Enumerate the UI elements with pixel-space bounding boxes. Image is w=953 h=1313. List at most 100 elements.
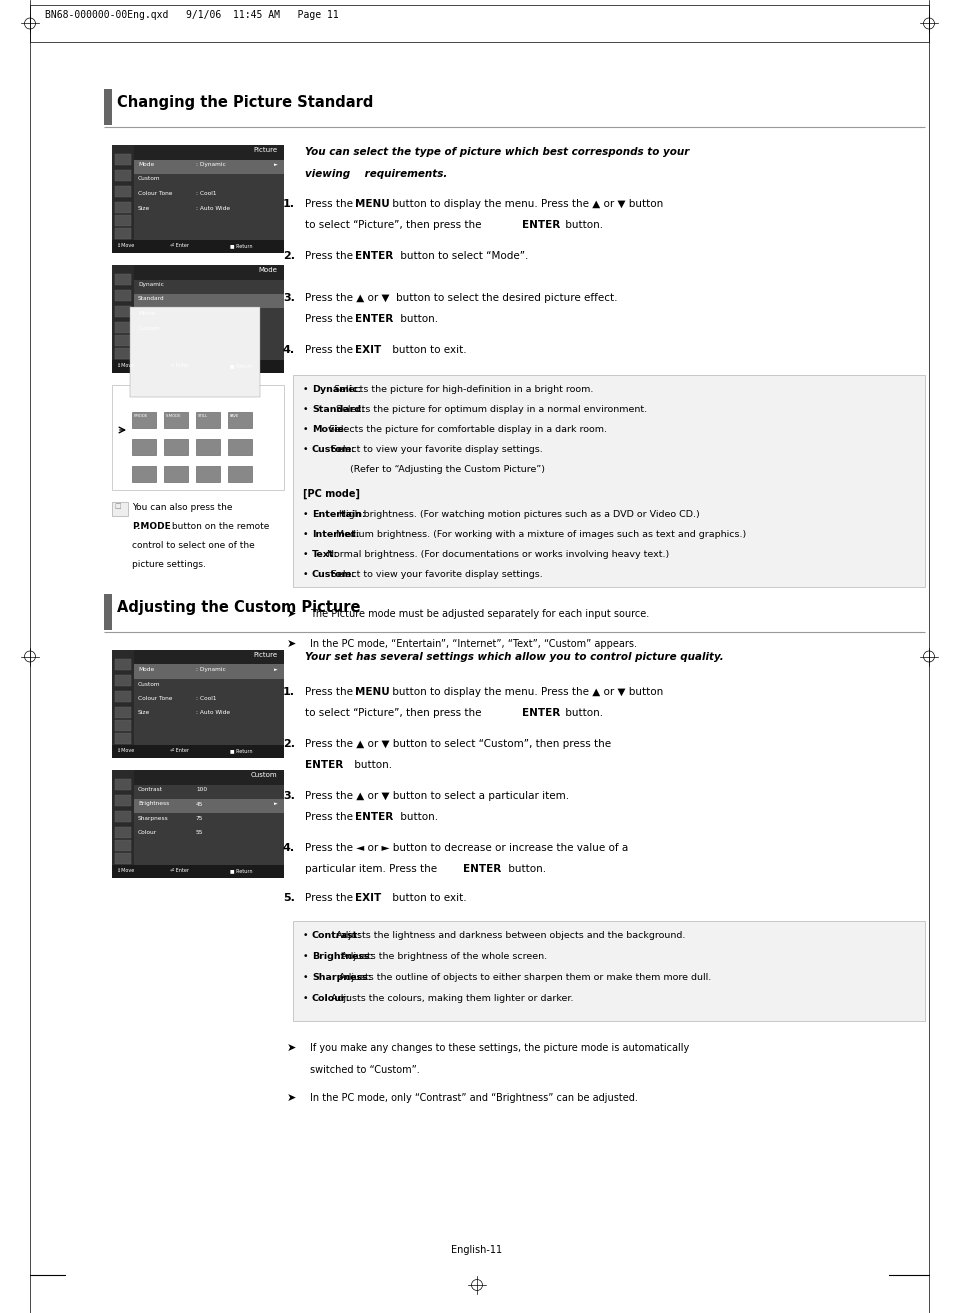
Text: Press the: Press the [305,893,355,903]
Bar [112,265,133,373]
Bar [115,794,131,806]
Text: 2.: 2. [283,251,294,261]
Bar [115,335,131,347]
Bar [164,439,188,456]
Bar [115,733,131,744]
Bar [115,228,131,239]
Bar [132,412,156,428]
Text: 1.: 1. [283,200,294,209]
Text: MENU: MENU [355,200,390,209]
Text: P.MODE: P.MODE [132,523,171,530]
Bar [115,675,131,685]
Text: Mode: Mode [138,161,154,167]
Text: Internet:: Internet: [312,530,359,540]
Text: ■ Return: ■ Return [230,748,253,752]
Text: ➤: ➤ [287,1043,296,1053]
Text: Standard: Standard [138,297,165,302]
Text: Custom: Custom [138,326,160,331]
Text: •: • [303,404,312,414]
Text: •: • [303,425,312,435]
Bar [195,466,220,482]
Text: button.: button. [561,221,602,231]
Bar [112,769,284,878]
Text: Press the ▲ or ▼ button to select “Custom”, then press the: Press the ▲ or ▼ button to select “Custo… [305,739,611,748]
Text: •: • [303,445,312,454]
Text: ⏎ Enter: ⏎ Enter [170,362,189,368]
Text: Selects the picture for optimum display in a normal environment.: Selects the picture for optimum display … [333,404,646,414]
Bar [112,385,284,490]
Text: Press the ▲ or ▼ button to select a particular item.: Press the ▲ or ▼ button to select a part… [305,790,569,801]
Text: Mode: Mode [258,267,276,273]
Text: 3.: 3. [283,293,294,303]
Text: ■ Return: ■ Return [230,868,253,873]
Text: Size: Size [138,710,150,716]
Text: [PC mode]: [PC mode] [303,488,359,499]
Bar [164,466,188,482]
Text: S.MODE: S.MODE [166,414,182,418]
Bar [132,439,156,456]
Bar [115,215,131,226]
Text: ENTER: ENTER [305,760,343,771]
Text: button to display the menu. Press the ▲ or ▼ button: button to display the menu. Press the ▲ … [389,687,662,697]
Text: switched to “Custom”.: switched to “Custom”. [310,1065,419,1075]
Bar [195,412,220,428]
Text: Dynamic: Dynamic [138,282,164,288]
Text: Size: Size [138,206,150,210]
Text: ↕Move: ↕Move [117,362,134,368]
Bar [112,144,284,159]
Bar [228,412,252,428]
Text: EXIT: EXIT [355,893,381,903]
Text: 3.: 3. [283,790,294,801]
Text: Select to view your favorite display settings.: Select to view your favorite display set… [328,445,542,454]
Text: button to display the menu. Press the ▲ or ▼ button: button to display the menu. Press the ▲ … [389,200,662,209]
Text: You can also press the: You can also press the [132,503,233,512]
Text: Adjusts the brightness of the whole screen.: Adjusts the brightness of the whole scre… [337,952,546,961]
Text: You can select the type of picture which best corresponds to your: You can select the type of picture which… [305,147,689,158]
Text: Sharpness: Sharpness [138,815,169,821]
Bar [115,720,131,731]
Bar [115,827,131,838]
Text: Your set has several settings which allow you to control picture quality.: Your set has several settings which allo… [305,653,723,662]
Bar [112,265,284,373]
Bar [112,744,284,758]
Text: Brightness:: Brightness: [312,952,373,961]
Bar [115,659,131,670]
Text: ENTER: ENTER [521,709,559,718]
Bar [112,144,284,253]
Text: Selects the picture for comfortable display in a dark room.: Selects the picture for comfortable disp… [326,425,606,435]
Bar [115,186,131,197]
Bar [115,706,131,718]
Text: ⏎ Enter: ⏎ Enter [170,748,189,752]
Bar [115,853,131,864]
Bar [112,360,284,373]
Text: •: • [303,570,312,579]
Bar [112,240,284,253]
Text: button.: button. [396,315,437,324]
Text: ►: ► [274,161,277,167]
Text: Dynamic:: Dynamic: [312,385,361,394]
Text: : Auto Wide: : Auto Wide [195,710,230,716]
Text: Sharpness:: Sharpness: [312,973,371,982]
Text: Colour Tone: Colour Tone [138,696,172,701]
Text: Movie:: Movie: [312,425,347,435]
Text: Custom: Custom [250,772,276,779]
Bar [104,593,112,630]
Text: •: • [303,385,312,394]
Bar [133,800,284,814]
Bar [115,840,131,851]
Text: ►: ► [274,667,277,672]
Text: button.: button. [561,709,602,718]
Text: •: • [303,530,312,540]
Text: : Auto Wide: : Auto Wide [195,206,230,210]
Text: ➤: ➤ [287,639,296,649]
Text: button.: button. [351,760,392,771]
Text: High brightness. (For watching motion pictures such as a DVD or Video CD.): High brightness. (For watching motion pi… [335,509,699,519]
Bar [228,439,252,456]
Text: : Cool1: : Cool1 [195,696,216,701]
Bar [112,769,284,784]
Text: ⏎ Enter: ⏎ Enter [170,243,189,248]
Text: button.: button. [504,864,545,874]
Text: Select to view your favorite display settings.: Select to view your favorite display set… [328,570,542,579]
Text: Medium brightness. (For working with a mixture of images such as text and graphi: Medium brightness. (For working with a m… [333,530,745,540]
Text: Press the: Press the [305,251,355,261]
